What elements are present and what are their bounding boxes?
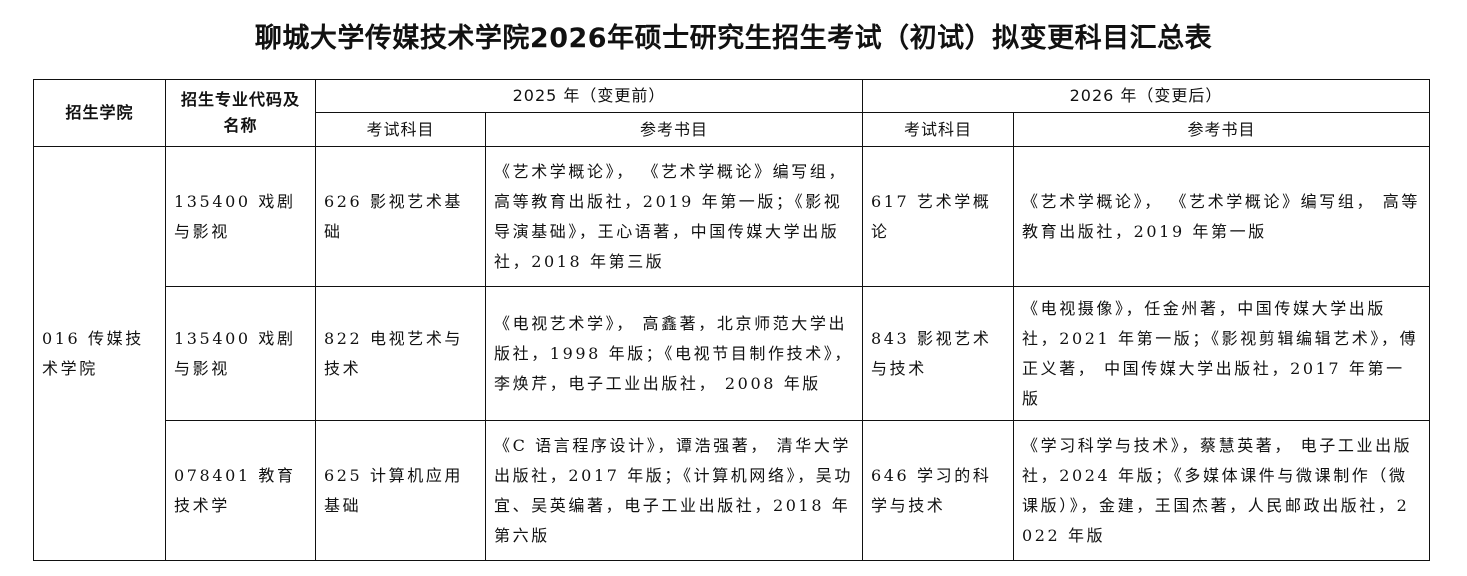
- major-cell: 135400 戏剧与影视: [165, 146, 316, 287]
- table-row: 016 传媒技术学院 135400 戏剧与影视 626 影视艺术基础 《艺术学概…: [33, 146, 1430, 561]
- header-before-books: 参考书目: [485, 112, 863, 147]
- before-books-cell: 《C 语言程序设计》，谭浩强著， 清华大学出版社，2017 年版；《计算机网络》…: [485, 420, 863, 561]
- before-exam-cell: 625 计算机应用基础: [315, 420, 486, 561]
- page-title: 聊城大学传媒技术学院2026年硕士研究生招生考试（初试）拟变更科目汇总表: [254, 23, 1213, 54]
- after-exam-cell: 617 艺术学概论: [862, 146, 1014, 287]
- major-cell: 135400 戏剧与影视: [165, 286, 316, 421]
- header-before-exam: 考试科目: [315, 112, 486, 147]
- college-cell: 016 传媒技术学院: [33, 146, 166, 561]
- after-exam-cell: 843 影视艺术与技术: [862, 286, 1014, 421]
- before-books-cell: 《电视艺术学》， 高鑫著，北京师范大学出版社，1998 年版；《电视节目制作技术…: [485, 286, 863, 421]
- table-row: 078401 教育技术学 625 计算机应用基础 《C 语言程序设计》，谭浩强著…: [34, 420, 1430, 561]
- header-2025-before: 2025 年（变更前）: [315, 79, 863, 113]
- header-major: 招生专业代码及名称: [165, 79, 316, 147]
- header-after-exam: 考试科目: [862, 112, 1014, 147]
- after-books-cell: 《电视摄像》，任金州著，中国传媒大学出版社，2021 年第一版；《影视剪辑编辑艺…: [1013, 286, 1430, 421]
- header-2026-after: 2026 年（变更后）: [862, 79, 1430, 113]
- after-exam-cell: 646 学习的科学与技术: [862, 420, 1014, 561]
- major-cell: 078401 教育技术学: [165, 420, 316, 561]
- subject-change-table: 招生学院 招生专业代码及名称 2025 年（变更前） 2026 年（变更后） 考…: [33, 79, 1430, 561]
- after-books-cell: 《学习科学与技术》，蔡慧英著， 电子工业出版社，2024 年版；《多媒体课件与微…: [1013, 420, 1430, 561]
- before-books-cell: 《艺术学概论》， 《艺术学概论》编写组，高等教育出版社，2019 年第一版；《影…: [485, 146, 863, 287]
- header-after-books: 参考书目: [1013, 112, 1430, 147]
- before-exam-cell: 822 电视艺术与技术: [315, 286, 486, 421]
- after-books-cell: 《艺术学概论》， 《艺术学概论》编写组， 高等教育出版社，2019 年第一版: [1013, 146, 1430, 287]
- table-row: 135400 戏剧与影视 822 电视艺术与技术 《电视艺术学》， 高鑫著，北京…: [34, 286, 1430, 421]
- before-exam-cell: 626 影视艺术基础: [315, 146, 486, 287]
- header-college: 招生学院: [33, 79, 166, 147]
